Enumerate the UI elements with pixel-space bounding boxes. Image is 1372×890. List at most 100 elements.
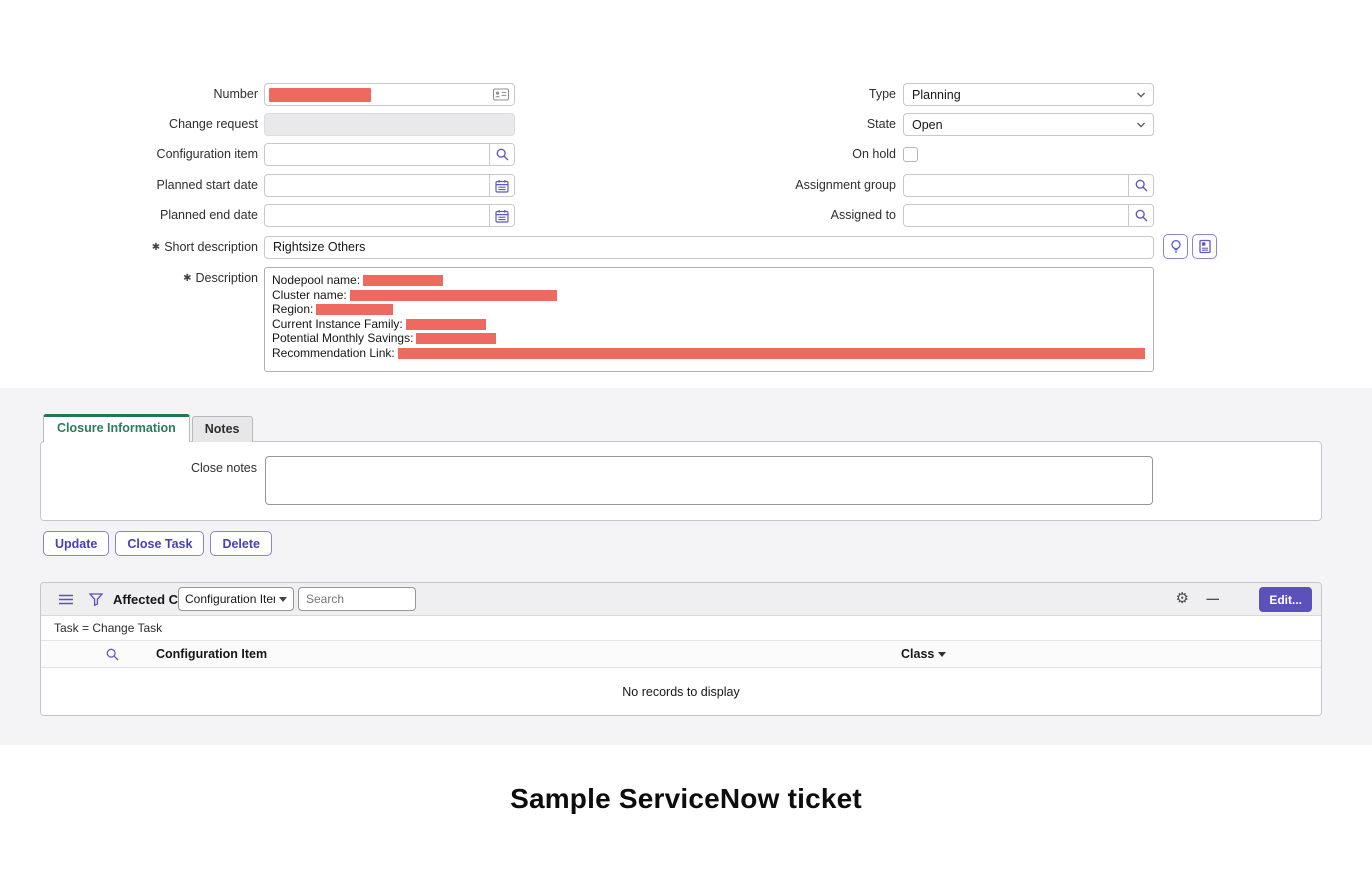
description-line: Current Instance Family: <box>272 317 1146 332</box>
on-hold-label: On hold <box>852 147 896 161</box>
tab-strip: Closure Information Notes <box>43 414 253 442</box>
planned-end-date-calendar-button[interactable] <box>489 205 514 226</box>
affected-cis-title: Affected CIs <box>113 592 189 607</box>
type-select-value: Planning <box>912 87 961 102</box>
hamburger-menu-icon <box>59 594 73 605</box>
planned-start-date-field <box>264 174 515 197</box>
planned-end-date-field <box>264 204 515 227</box>
assignment-group-lookup-button[interactable] <box>1128 175 1153 196</box>
planned-end-date-label: Planned end date <box>159 208 258 222</box>
update-button[interactable]: Update <box>43 531 110 556</box>
configuration-item-lookup-button[interactable] <box>489 144 514 165</box>
planned-start-date-label: Planned start date <box>156 178 258 192</box>
chevron-down-icon <box>1136 121 1146 129</box>
search-icon <box>1135 209 1148 222</box>
assigned-to-lookup-button[interactable] <box>1128 205 1153 226</box>
affected-cis-panel: Affected CIs Configuration Item ( ⚙ — Ed… <box>40 582 1322 716</box>
required-icon: ✱ <box>151 241 161 253</box>
calendar-icon <box>495 179 509 193</box>
chevron-down-icon <box>1136 91 1146 99</box>
search-field-select[interactable]: Configuration Item ( <box>178 587 294 611</box>
field-row-on-hold: On hold <box>650 145 918 163</box>
assigned-to-field <box>903 204 1154 227</box>
column-search-icon[interactable] <box>106 648 119 661</box>
description-textarea[interactable]: Nodepool name: Cluster name: Region: Cur… <box>264 267 1154 372</box>
list-search-input[interactable] <box>298 587 416 611</box>
description-label: ✱ Description <box>183 270 258 285</box>
list-menu-button[interactable] <box>59 583 73 616</box>
field-row-assigned-to: Assigned to <box>650 204 1154 227</box>
number-input[interactable] <box>264 83 515 106</box>
assignment-group-label: Assignment group <box>795 178 896 192</box>
field-row-number: Number <box>40 83 515 106</box>
form-action-buttons: Update Close Task Delete <box>43 531 272 556</box>
contact-card-icon <box>493 88 509 101</box>
description-line: Cluster name: <box>272 288 1146 303</box>
empty-state-message: No records to display <box>41 668 1321 715</box>
gear-icon[interactable]: ⚙ <box>1175 590 1189 607</box>
number-label: Number <box>213 87 258 101</box>
redacted-value <box>363 275 444 287</box>
caret-down-icon <box>938 652 947 658</box>
tab-closure-information[interactable]: Closure Information <box>43 414 190 442</box>
redacted-value <box>397 347 1145 359</box>
planned-end-date-input[interactable] <box>265 205 489 226</box>
redacted-number-value <box>269 87 371 102</box>
field-row-short-description: ✱ Short description <box>40 236 264 259</box>
assignment-group-input[interactable] <box>904 175 1128 196</box>
funnel-icon <box>89 593 103 606</box>
lightbulb-icon <box>1169 239 1183 254</box>
assigned-to-input[interactable] <box>904 205 1128 226</box>
configuration-item-field <box>264 143 515 166</box>
redacted-value <box>416 333 497 345</box>
search-icon <box>1135 179 1148 192</box>
close-task-button[interactable]: Close Task <box>115 531 205 556</box>
state-select[interactable]: Open <box>903 113 1154 136</box>
field-row-description: ✱ Description <box>40 267 264 290</box>
description-line: Nodepool name: <box>272 273 1146 288</box>
planned-start-date-input[interactable] <box>265 175 489 196</box>
description-line: Potential Monthly Savings: <box>272 331 1146 346</box>
type-select[interactable]: Planning <box>903 83 1154 106</box>
field-row-assignment-group: Assignment group <box>650 174 1154 197</box>
short-description-label: ✱ Short description <box>151 239 258 254</box>
redacted-value <box>405 318 486 330</box>
list-filter-breadcrumb[interactable]: Task = Change Task <box>41 616 1321 641</box>
field-row-configuration-item: Configuration item <box>40 143 515 166</box>
field-row-planned-end-date: Planned end date <box>40 204 515 227</box>
caret-down-icon <box>279 596 287 602</box>
image-caption: Sample ServiceNow ticket <box>510 783 862 814</box>
on-hold-checkbox[interactable] <box>903 146 918 162</box>
required-icon: ✱ <box>183 272 192 284</box>
description-line: Recommendation Link: <box>272 346 1146 361</box>
planned-start-date-calendar-button[interactable] <box>489 175 514 196</box>
assignment-group-field <box>903 174 1154 197</box>
column-class[interactable]: Class <box>901 641 947 668</box>
assigned-to-label: Assigned to <box>830 208 896 222</box>
field-row-state: State Open <box>650 113 1154 136</box>
redacted-value <box>349 289 557 301</box>
collapse-icon[interactable]: — <box>1206 592 1220 606</box>
knowledge-book-icon <box>1198 239 1212 254</box>
field-row-change-request: Change request <box>40 113 515 136</box>
close-notes-textarea[interactable] <box>265 456 1153 505</box>
edit-button[interactable]: Edit... <box>1259 587 1312 612</box>
suggestion-button[interactable] <box>1163 234 1188 259</box>
change-request-label: Change request <box>169 117 258 131</box>
short-description-input[interactable]: Rightsize Others <box>264 236 1154 259</box>
affected-cis-header: Affected CIs Configuration Item ( ⚙ — Ed… <box>41 583 1321 616</box>
search-field-select-value: Configuration Item ( <box>185 592 275 606</box>
description-line: Region: <box>272 302 1146 317</box>
list-filter-button[interactable] <box>89 583 103 616</box>
column-configuration-item[interactable]: Configuration Item <box>156 647 268 661</box>
type-label: Type <box>868 87 896 101</box>
redacted-value <box>316 304 394 316</box>
delete-button[interactable]: Delete <box>210 531 272 556</box>
knowledge-search-button[interactable] <box>1192 234 1217 259</box>
tab-notes[interactable]: Notes <box>191 416 253 442</box>
configuration-item-input[interactable] <box>265 144 489 165</box>
closure-information-panel: Close notes <box>40 441 1322 521</box>
state-select-value: Open <box>912 117 943 132</box>
configuration-item-label: Configuration item <box>156 147 258 161</box>
